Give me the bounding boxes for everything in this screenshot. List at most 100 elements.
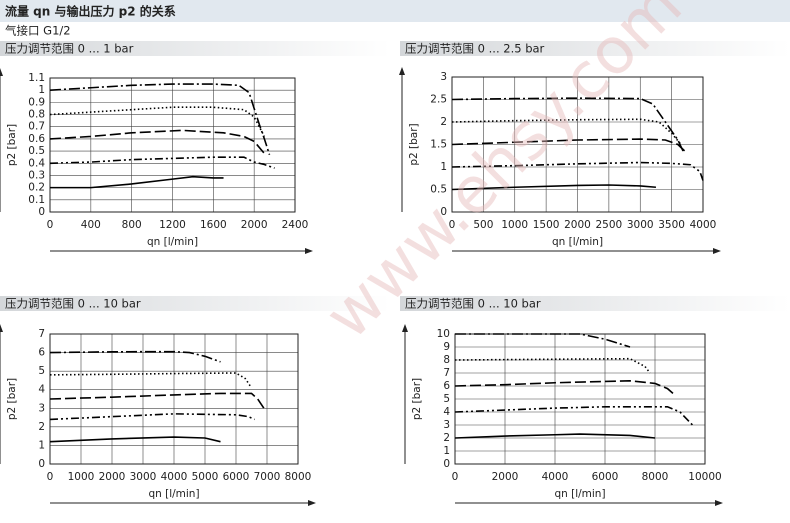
y-tick-label: 3 — [440, 71, 447, 83]
y-tick-label: 2 — [443, 432, 450, 444]
y-tick-label: 7 — [38, 328, 45, 340]
y-tick-label: 0.5 — [28, 145, 45, 157]
x-tick-label: 7000 — [254, 471, 281, 483]
y-tick-label: 3 — [443, 419, 450, 431]
y-tick-label: 0.6 — [28, 133, 45, 145]
y-axis-arrowhead — [399, 67, 405, 75]
y-tick-label: 1.1 — [28, 72, 45, 84]
x-axis-arrowhead — [715, 500, 723, 506]
x-tick-label: 0 — [449, 219, 456, 231]
x-tick-label: 2400 — [282, 219, 309, 231]
x-axis-label: qn [l/min] — [552, 236, 603, 248]
x-tick-label: 3000 — [130, 471, 157, 483]
y-tick-label: 0.4 — [28, 157, 45, 169]
panel-title: 压力调节范围 0 ... 10 bar — [405, 297, 541, 311]
x-axis-arrowhead — [713, 248, 721, 254]
y-tick-label: 0.2 — [28, 182, 45, 194]
x-tick-label: 4000 — [690, 219, 717, 231]
data-line — [49, 129, 265, 155]
x-tick-label: 6000 — [592, 471, 619, 483]
x-tick-label: 0 — [452, 471, 459, 483]
y-tick-label: 10 — [437, 328, 450, 340]
x-axis-label: qn [l/min] — [554, 488, 605, 500]
data-line — [49, 413, 255, 421]
x-tick-label: 4000 — [161, 471, 188, 483]
x-tick-label: 1000 — [68, 471, 95, 483]
x-axis-label: qn [l/min] — [147, 236, 198, 248]
x-tick-label: 4000 — [542, 471, 569, 483]
panel-header — [400, 296, 790, 311]
x-tick-label: 0 — [47, 219, 54, 231]
x-tick-label: 2000 — [241, 219, 268, 231]
y-tick-label: 3 — [38, 402, 45, 414]
x-tick-label: 5000 — [192, 471, 219, 483]
data-line — [49, 350, 221, 363]
x-tick-label: 2500 — [596, 219, 623, 231]
x-tick-label: 10000 — [688, 471, 721, 483]
x-tick-label: 2000 — [564, 219, 591, 231]
x-axis-arrowhead — [305, 248, 313, 254]
data-line — [454, 379, 676, 396]
x-tick-label: 800 — [122, 219, 142, 231]
y-axis-arrowhead — [0, 324, 3, 332]
y-tick-label: 2 — [440, 116, 447, 128]
x-tick-label: 500 — [473, 219, 493, 231]
data-line — [454, 433, 656, 439]
y-tick-label: 0 — [440, 206, 447, 218]
x-tick-label: 400 — [81, 219, 101, 231]
y-tick-label: 0.8 — [28, 109, 45, 121]
data-line — [455, 333, 631, 348]
data-line — [49, 83, 271, 155]
y-tick-label: 1 — [443, 445, 450, 457]
data-line — [49, 392, 265, 409]
x-tick-label: 1500 — [533, 219, 560, 231]
x-tick-label: 3500 — [658, 219, 685, 231]
y-tick-label: 2 — [38, 421, 45, 433]
y-axis-label: p2 [bar] — [408, 123, 420, 165]
data-line — [49, 372, 253, 389]
y-tick-label: 5 — [38, 365, 45, 377]
y-tick-label: 2.5 — [430, 94, 447, 106]
panel-header — [0, 41, 390, 56]
y-tick-label: 0.5 — [430, 184, 447, 196]
y-axis-label: p2 [bar] — [411, 378, 423, 420]
panel-title: 压力调节范围 0 ... 10 bar — [5, 297, 141, 311]
header-title: 流量 qn 与输出压力 p2 的关系 — [5, 4, 176, 19]
y-tick-label: 5 — [443, 393, 450, 405]
y-axis-label: p2 [bar] — [6, 378, 18, 420]
y-tick-label: 0.1 — [28, 194, 45, 206]
y-tick-label: 4 — [443, 406, 450, 418]
header-subtitle: 气接口 G1/2 — [5, 24, 71, 38]
y-tick-label: 0.3 — [28, 169, 45, 181]
x-axis-label: qn [l/min] — [148, 488, 199, 500]
y-tick-label: 0 — [443, 458, 450, 470]
y-tick-label: 0 — [38, 458, 45, 470]
panel-header — [400, 41, 790, 56]
y-tick-label: 1.5 — [430, 139, 447, 151]
y-axis-arrowhead — [0, 68, 3, 76]
panel-title: 压力调节范围 0 ... 2.5 bar — [405, 42, 545, 56]
data-line — [451, 138, 688, 155]
panel-title: 压力调节范围 0 ... 1 bar — [5, 42, 134, 56]
y-axis-label: p2 [bar] — [6, 124, 18, 166]
data-line — [454, 357, 651, 374]
plot-frame — [49, 77, 296, 213]
y-axis-arrowhead — [402, 324, 408, 332]
x-tick-label: 3000 — [627, 219, 654, 231]
data-line — [49, 156, 275, 169]
y-tick-label: 1 — [38, 84, 45, 96]
x-tick-label: 2000 — [99, 471, 126, 483]
x-tick-label: 2000 — [492, 471, 519, 483]
y-tick-label: 8 — [443, 354, 450, 366]
data-line — [454, 406, 694, 426]
header-band — [0, 0, 790, 22]
y-tick-label: 6 — [38, 347, 45, 359]
y-tick-label: 0.9 — [28, 96, 45, 108]
y-tick-label: 0.7 — [28, 121, 45, 133]
y-tick-label: 0 — [38, 206, 45, 218]
x-tick-label: 8000 — [285, 471, 312, 483]
x-tick-label: 8000 — [642, 471, 669, 483]
data-line — [50, 175, 224, 189]
y-tick-label: 7 — [443, 367, 450, 379]
